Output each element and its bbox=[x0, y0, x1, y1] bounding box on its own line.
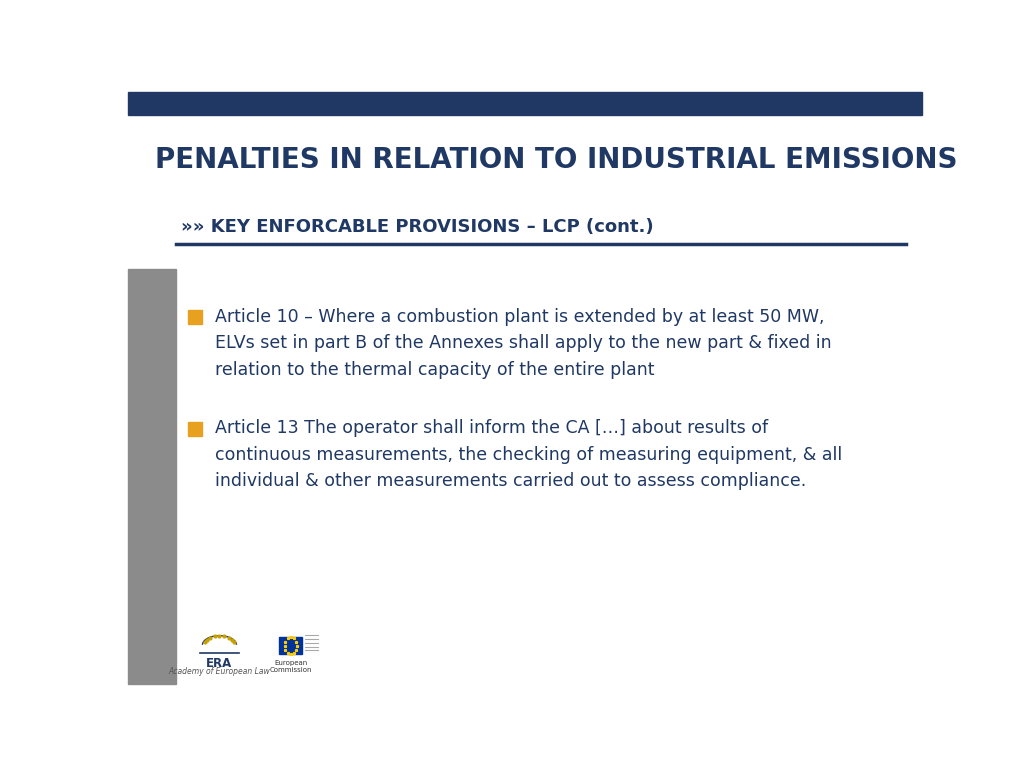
Text: Article 10 – Where a combustion plant is extended by at least 50 MW,
ELVs set in: Article 10 – Where a combustion plant is… bbox=[215, 308, 831, 379]
Text: Article 13 The operator shall inform the CA […] about results of
continuous meas: Article 13 The operator shall inform the… bbox=[215, 419, 842, 490]
Text: PENALTIES IN RELATION TO INDUSTRIAL EMISSIONS: PENALTIES IN RELATION TO INDUSTRIAL EMIS… bbox=[156, 146, 957, 174]
Text: »» KEY ENFORCABLE PROVISIONS – LCP (cont.): »» KEY ENFORCABLE PROVISIONS – LCP (cont… bbox=[180, 218, 653, 236]
Bar bbox=[280, 637, 302, 654]
Bar bbox=[128, 270, 176, 684]
Text: ERA: ERA bbox=[206, 657, 232, 670]
Text: Academy of European Law: Academy of European Law bbox=[169, 667, 270, 676]
Bar bbox=[188, 310, 203, 324]
Bar bbox=[128, 92, 922, 115]
Text: European
Commission: European Commission bbox=[269, 660, 312, 673]
Bar bbox=[188, 422, 203, 435]
